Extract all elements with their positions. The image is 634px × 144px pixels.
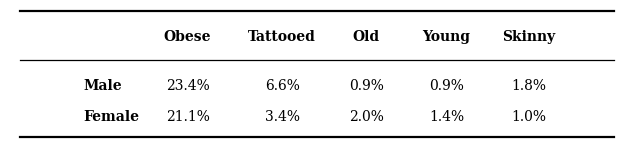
Text: Female: Female: [84, 110, 139, 124]
Text: 21.1%: 21.1%: [165, 110, 209, 124]
Text: 0.9%: 0.9%: [349, 79, 384, 93]
Text: 0.9%: 0.9%: [429, 79, 464, 93]
Text: 1.4%: 1.4%: [429, 110, 464, 124]
Text: 6.6%: 6.6%: [265, 79, 300, 93]
Text: 2.0%: 2.0%: [349, 110, 384, 124]
Text: Tattooed: Tattooed: [249, 30, 316, 44]
Text: Male: Male: [84, 79, 122, 93]
Text: Young: Young: [422, 30, 470, 44]
Text: 23.4%: 23.4%: [165, 79, 209, 93]
Text: 1.8%: 1.8%: [511, 79, 546, 93]
Text: Old: Old: [353, 30, 380, 44]
Text: 1.0%: 1.0%: [511, 110, 546, 124]
Text: Skinny: Skinny: [502, 30, 555, 44]
Text: 3.4%: 3.4%: [265, 110, 300, 124]
Text: Obese: Obese: [164, 30, 211, 44]
